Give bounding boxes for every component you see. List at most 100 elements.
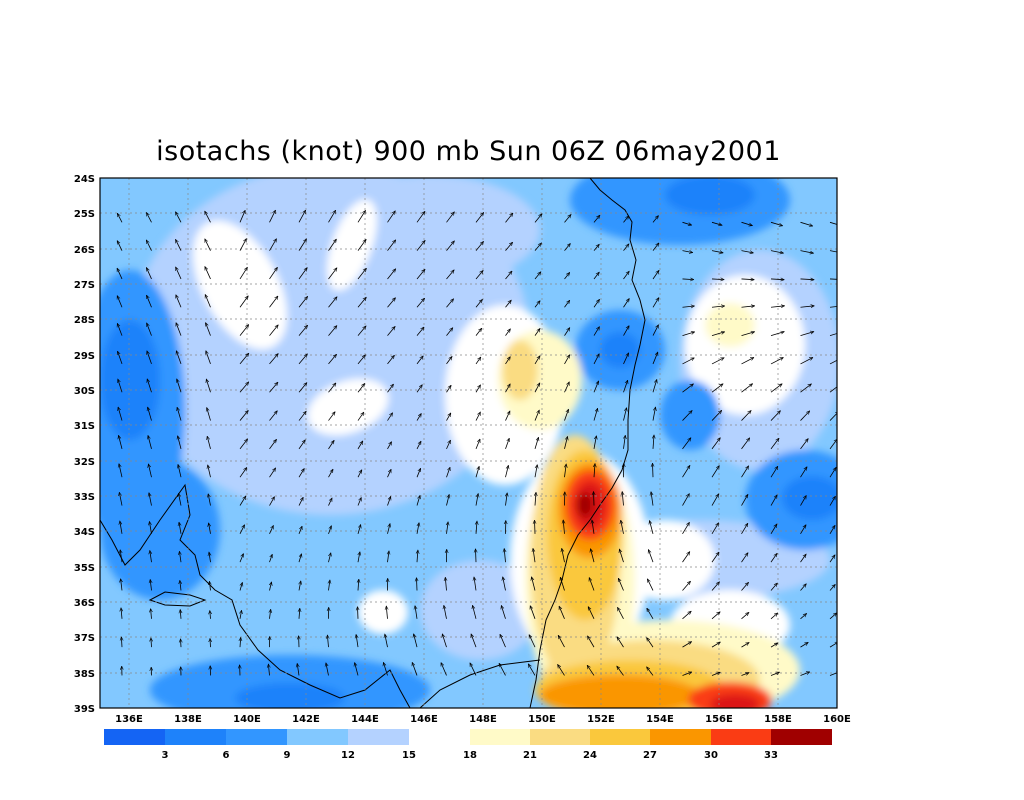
wind-arrow [179, 522, 181, 534]
wind-arrow [505, 271, 513, 280]
wind-arrow [149, 493, 152, 506]
wind-arrow [741, 466, 749, 478]
wind-arrow [239, 468, 247, 478]
wind-arrow [682, 494, 690, 506]
lat-label: 33S [74, 492, 95, 503]
map-frame [99, 177, 838, 709]
wind-arrow [562, 548, 565, 563]
wind-arrow [593, 299, 600, 308]
wind-arrow [208, 494, 211, 506]
wind-arrow [800, 672, 810, 676]
wind-arrow [564, 328, 570, 336]
map-title: isotachs (knot) 900 mb Sun 06Z 06may2001 [156, 136, 781, 167]
wind-vectors [116, 210, 837, 676]
wind-arrow [151, 638, 152, 648]
wind-arrow [565, 464, 567, 478]
wind-arrow [770, 466, 778, 478]
wind-arrow [270, 582, 272, 591]
wind-arrow [558, 665, 565, 676]
wind-arrow [446, 357, 453, 365]
wind-arrow [593, 272, 599, 280]
wind-arrow [206, 351, 211, 365]
wind-arrow [506, 493, 508, 506]
wind-arrow [682, 306, 695, 307]
wind-arrow [471, 634, 477, 648]
wind-arrow [178, 465, 182, 478]
wind-arrow [475, 242, 484, 251]
wind-arrow [593, 327, 600, 336]
wind-arrow [682, 522, 690, 535]
wind-arrow [119, 492, 123, 506]
wind-arrow [446, 212, 455, 223]
wind-arrow [416, 441, 422, 450]
wind-arrow [239, 353, 249, 365]
wind-arrow [800, 384, 812, 393]
wind-arrow [741, 523, 748, 535]
wind-arrow [505, 438, 510, 450]
wind-arrow [416, 356, 423, 365]
wind-arrow [416, 240, 425, 251]
wind-arrow [298, 554, 302, 563]
wind-arrow [622, 492, 623, 506]
wind-arrow [505, 465, 509, 478]
wind-arrow [593, 215, 600, 223]
wind-arrow [770, 332, 784, 336]
wind-arrow [505, 411, 511, 421]
colorbar-swatch [226, 729, 287, 745]
wind-arrow [151, 609, 152, 619]
wind-arrow [505, 300, 512, 308]
wind-arrow [623, 244, 629, 251]
wind-arrow [498, 663, 506, 676]
wind-arrow [475, 271, 483, 280]
wind-arrow [204, 267, 211, 280]
wind-arrow [682, 357, 695, 365]
wind-arrow [355, 663, 359, 676]
wind-arrow [623, 271, 630, 280]
wind-arrow [770, 279, 784, 280]
wind-arrow [800, 496, 807, 506]
wind-arrow [116, 213, 123, 223]
wind-arrow [475, 385, 481, 393]
wind-arrow [446, 385, 452, 393]
wind-arrow [534, 465, 537, 478]
wind-arrow [829, 359, 837, 365]
wind-arrow [558, 606, 565, 619]
wind-arrow [800, 279, 815, 280]
wind-arrow [770, 613, 778, 620]
wind-arrow [240, 610, 242, 619]
wind-arrow [176, 351, 182, 365]
wind-arrow [593, 244, 599, 251]
wind-arrow [476, 521, 477, 534]
wind-arrow [387, 497, 391, 506]
wind-arrow [357, 525, 361, 534]
wind-arrow [800, 250, 814, 254]
wind-arrow [180, 610, 181, 619]
wind-arrow [328, 297, 338, 308]
wind-arrow [711, 612, 720, 620]
wind-arrow [416, 468, 421, 478]
wind-arrow [298, 296, 308, 308]
wind-arrow [440, 663, 447, 676]
wind-arrow [592, 520, 595, 534]
wind-arrow [239, 296, 248, 308]
wind-arrow [447, 522, 449, 534]
wind-arrow [239, 325, 249, 336]
wind-arrow [623, 380, 628, 393]
wind-arrow [621, 520, 624, 534]
wind-arrow [650, 521, 654, 534]
wind-arrow [417, 578, 418, 591]
wind-arrow [416, 269, 425, 280]
wind-arrow [593, 381, 599, 393]
wind-arrow [146, 268, 152, 280]
wind-arrow [532, 577, 536, 591]
wind-arrow [149, 522, 152, 534]
wind-arrow [770, 411, 781, 421]
wind-arrow [385, 634, 388, 648]
wind-arrow [711, 466, 719, 478]
wind-arrow [800, 642, 809, 648]
wind-arrow [711, 410, 722, 421]
wind-arrow [505, 357, 511, 365]
wind-arrow [239, 439, 248, 450]
wind-arrow [145, 240, 152, 251]
